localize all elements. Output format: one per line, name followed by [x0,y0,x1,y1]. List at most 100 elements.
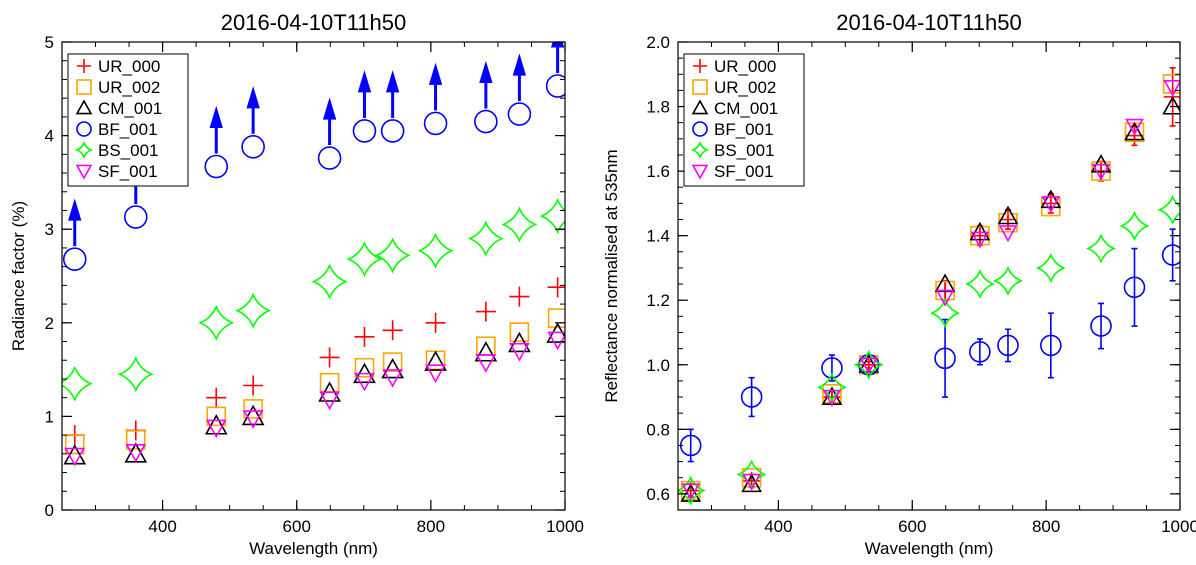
data-point [125,429,146,450]
data-point [964,269,995,300]
data-point [509,286,530,307]
y-tick-label: 1.4 [646,227,670,246]
error-bar [687,428,694,463]
legend-label: SF_001 [98,162,158,181]
data-point [382,369,403,388]
data-point [346,241,383,278]
data-point [311,263,348,300]
data-point [681,483,701,501]
data-point [1041,196,1061,214]
data-point [1085,233,1117,264]
data-point [680,483,702,502]
y-tick-label: 1.8 [646,98,670,117]
data-point [382,352,403,372]
data-point [930,298,961,329]
plot-frame [677,41,1181,511]
legend-label: SF_001 [714,162,774,181]
x-axis-label: Wavelength (nm) [865,539,994,558]
limit-arrow-head [209,105,223,128]
data-point [204,154,229,179]
data-point [1040,189,1062,209]
data-point [934,347,956,370]
data-point [509,322,530,342]
data-point [374,237,411,274]
data-point [1157,194,1180,225]
x-tick-label: 1000 [1161,517,1196,536]
data-point [235,292,272,329]
error-bar [828,354,835,382]
data-point [381,357,404,379]
data-point [474,341,498,362]
y-tick-label: 1.0 [646,356,670,375]
x-tick-label: 600 [283,517,311,536]
limit-arrow-head [428,62,443,85]
plot-frame [61,41,566,511]
data-point [243,375,264,396]
legend: UR_000 UR_002 CM_001 BF_001 BS_001 SF_001 [67,53,189,187]
data-point [424,350,447,371]
legend-marker [693,59,707,73]
data-point [425,350,446,371]
legend-marker [76,79,92,95]
data-point [354,357,375,378]
data-point [857,353,880,376]
series-CM_001 [63,322,565,465]
data-point [354,326,375,347]
data-point [1123,276,1146,299]
y-tick-label: 1.6 [646,162,670,181]
data-point [816,372,847,403]
x-tick-label: 800 [1032,517,1060,536]
data-point [242,410,264,429]
y-axis-label: Radiance factor (%) [9,201,28,351]
y-tick-label: 5 [45,33,54,52]
data-layer [678,67,1180,506]
legend-marker [691,99,709,115]
data-point [354,372,375,392]
data-point [475,354,497,373]
data-point [992,265,1024,296]
legend-marker [75,164,93,180]
data-point [467,220,504,257]
data-point [1119,210,1150,242]
y-axis-label: Reflectance normalised at 535nm [602,149,621,402]
data-point [821,357,843,379]
x-tick-label: 400 [148,517,176,536]
legend-label: UR_002 [714,78,776,97]
legend-marker [690,140,710,160]
data-point [64,447,86,467]
data-point [545,74,565,98]
series-BS_001 [62,198,565,402]
error-bar [942,318,949,398]
data-point [970,225,990,246]
legend-label: UR_000 [98,57,160,76]
chart-title: 2016-04-10T11h50 [221,10,407,35]
legend-marker [692,121,708,137]
data-point [547,308,565,328]
error-bar [1004,328,1011,363]
legend-box [67,53,189,187]
legend-label: UR_000 [714,57,776,76]
data-point [124,442,148,463]
data-point [678,475,706,506]
y-tick-label: 1.2 [646,291,670,310]
data-point [1124,121,1145,141]
data-point [547,277,565,298]
data-point [206,387,227,408]
data-point [935,289,955,307]
data-point [62,247,87,271]
data-point [969,341,991,363]
error-bar [748,376,755,418]
limit-arrow-head [322,97,337,120]
data-point [423,111,448,136]
chart-panel-2: 2016-04-10T11h50 400 600 800 1000 0.6 0.8 1.0 1.… [602,10,1196,558]
y-tick-label: 0.6 [646,485,670,504]
data-point [859,357,879,375]
x-tick-label: 400 [764,517,792,536]
x-axis-label: Wavelength (nm) [249,539,378,558]
limit-arrow-head [512,53,527,76]
data-point [319,391,340,411]
data-point [241,135,265,159]
y-tick-label: 2.0 [646,33,670,52]
